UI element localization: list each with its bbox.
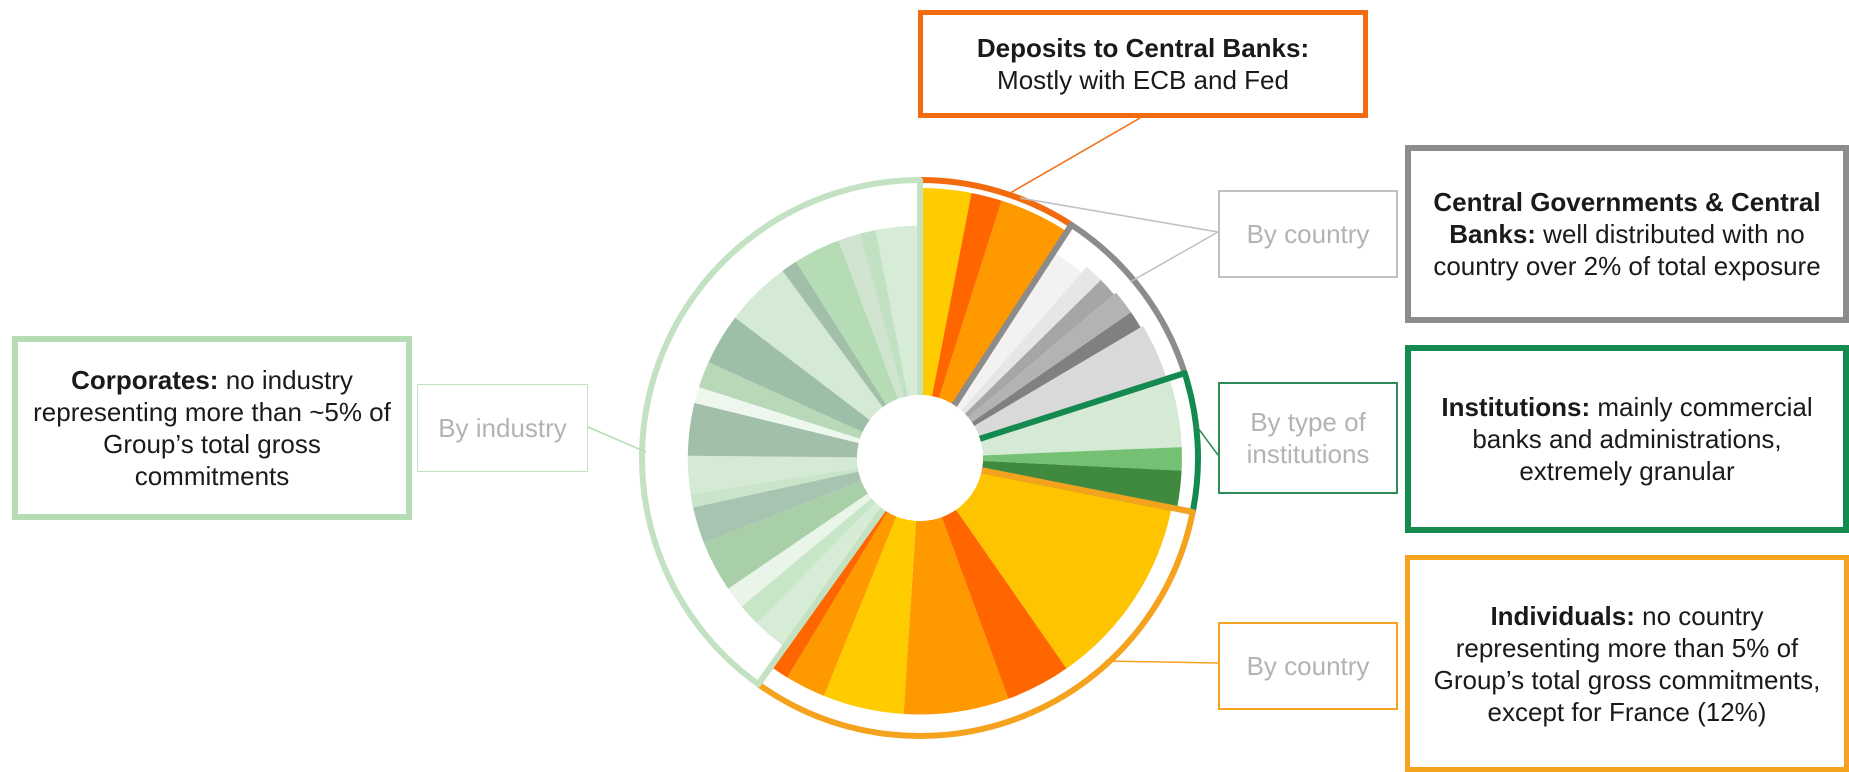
individuals-callout: Individuals: no country representing mor…: [1405, 555, 1849, 772]
governments-text: well distributed with no country over 2%…: [1433, 219, 1821, 281]
institutions-tag: By type of institutions: [1218, 382, 1398, 494]
pie-slice-3-4: [787, 510, 898, 696]
pie-slice-1-1: [960, 266, 1101, 416]
corporates-tag: By industry: [417, 384, 588, 472]
pie-slice-1-3: [966, 292, 1132, 424]
governments-connector-b: [1129, 231, 1219, 283]
corporates-callout: Corporates: no industry representing mor…: [12, 336, 412, 520]
pie-slice-1-4: [970, 312, 1141, 427]
individuals-connector: [1104, 660, 1219, 664]
pie-slice-0-2: [938, 200, 1068, 407]
pie-slice-4-14: [838, 233, 905, 401]
group-outline-0: [917, 177, 1075, 461]
governments-callout: Central Governments & Central Banks: wel…: [1405, 145, 1849, 323]
pie-slice-4-7: [687, 402, 861, 458]
individuals-tag: By country: [1218, 622, 1398, 710]
governments-title: Central Governments & Central Banks:: [1433, 187, 1821, 249]
pie-slice-4-15: [859, 230, 909, 400]
deposits-connector: [1004, 117, 1141, 197]
pie-slice-4-4: [693, 470, 864, 543]
group-outline-1: [917, 221, 1188, 461]
pie-slice-0-0: [920, 188, 972, 399]
pie-chart: [687, 188, 1182, 715]
pie-slice-2-1: [980, 447, 1182, 471]
pie-slice-1-0: [953, 251, 1082, 413]
individuals-title: Individuals:: [1490, 600, 1635, 631]
corporates-connector: [587, 426, 647, 453]
institutions-callout: Institutions: mainly commercial banks an…: [1405, 345, 1849, 533]
pie-slice-1-5: [972, 326, 1167, 440]
corporates-tag-label: By industry: [438, 413, 567, 443]
deposits-callout: Deposits to Central Banks: Mostly with E…: [918, 10, 1368, 118]
individuals-tag-label: By country: [1246, 651, 1370, 681]
deposits-text: Mostly with ECB and Fed: [997, 65, 1289, 95]
corporates-text: no industry representing more than ~5% o…: [33, 365, 391, 491]
group-outlines: [639, 177, 1201, 739]
pie-slice-4-8: [694, 387, 862, 444]
group-outline-4: [639, 177, 923, 688]
pie-slice-4-3: [703, 480, 870, 589]
pie-slice-4-11: [735, 270, 884, 422]
pie-slice-4-9: [698, 362, 865, 440]
pie-slice-4-2: [728, 492, 874, 607]
pie-slice-3-2: [903, 515, 1009, 715]
group-outline-3: [755, 455, 1196, 739]
donut-hole-cover: [857, 395, 983, 521]
institutions-title: Institutions:: [1441, 392, 1591, 422]
pie-slice-4-12: [782, 261, 888, 409]
deposits-title: Deposits to Central Banks:: [976, 33, 1310, 63]
pie-slice-0-1: [931, 192, 1002, 400]
pie-slice-3-1: [941, 508, 1067, 699]
pie-slice-4-5: [690, 467, 861, 508]
pie-slice-3-5: [770, 507, 889, 678]
pie-slice-3-3: [823, 514, 917, 714]
governments-tag-label: By country: [1246, 219, 1370, 249]
corporates-title: Corporates:: [71, 365, 219, 395]
institutions-text: mainly commercial banks and administrati…: [1472, 392, 1813, 486]
pie-slice-4-10: [708, 317, 872, 433]
pie-slice-4-16: [875, 225, 920, 399]
pie-slice-2-0: [978, 378, 1182, 456]
governments-connector-a: [1019, 197, 1219, 233]
individuals-text: no country representing more than 5% of …: [1433, 600, 1821, 727]
institutions-connector: [1194, 423, 1219, 456]
institutions-tag-label: By type of institutions: [1246, 407, 1370, 469]
pie-slice-4-6: [687, 455, 860, 495]
pie-slice-4-13: [796, 240, 899, 407]
pie-slice-4-0: [756, 501, 885, 647]
pie-slice-3-0: [954, 469, 1172, 669]
group-outline-2: [917, 370, 1201, 515]
pie-slice-4-1: [741, 497, 878, 623]
pie-slice-1-2: [963, 279, 1115, 419]
governments-tag: By country: [1218, 190, 1398, 278]
